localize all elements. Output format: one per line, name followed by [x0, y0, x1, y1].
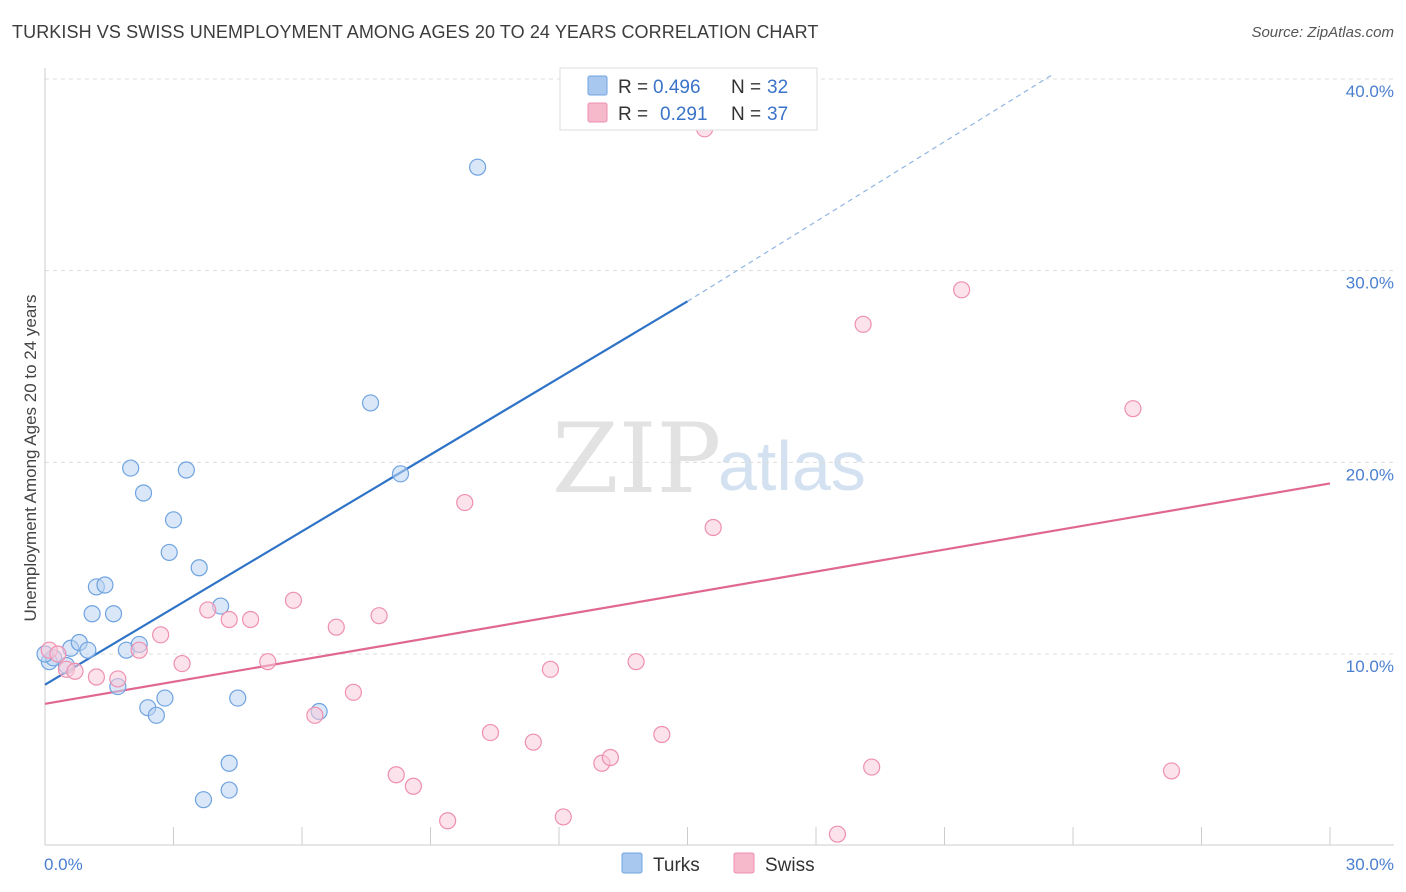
- legend-n-label-turks: N =: [731, 77, 761, 98]
- point-swiss-19: [404, 777, 422, 795]
- point-turks-20: [177, 461, 195, 479]
- point-turks-19: [164, 511, 183, 529]
- point-swiss-1: [49, 645, 67, 663]
- legend-r-label-turks: R =: [618, 77, 648, 98]
- legend-swatch-swiss: [587, 102, 608, 123]
- trend-lines: [44, 74, 1331, 705]
- point-swiss-11: [242, 610, 260, 629]
- point-swiss-22: [481, 723, 500, 742]
- point-turks-16: [147, 706, 165, 724]
- x-tick-label-max: 30.0%: [1346, 855, 1394, 874]
- point-swiss-37: [1124, 400, 1142, 418]
- point-swiss-31: [704, 518, 722, 537]
- point-turks-12: [122, 459, 140, 477]
- point-turks-5: [79, 641, 97, 659]
- point-swiss-20: [439, 812, 457, 830]
- point-turks-22: [194, 791, 213, 809]
- point-swiss-10: [220, 610, 238, 629]
- point-turks-17: [156, 689, 174, 707]
- point-turks-6: [83, 605, 101, 623]
- point-turks-25: [220, 781, 238, 799]
- y-tick-label-10: 10.0%: [1346, 657, 1394, 676]
- axes: [44, 68, 1394, 846]
- series-legend-swatch-turks: [621, 852, 643, 874]
- trend-line-turks: [44, 300, 689, 686]
- x-tick-label-min: 0.0%: [44, 855, 83, 874]
- point-swiss-6: [130, 641, 148, 659]
- point-swiss-35: [863, 758, 881, 776]
- point-swiss-7: [152, 626, 170, 644]
- point-swiss-16: [344, 683, 362, 701]
- point-turks-28: [361, 394, 380, 412]
- point-swiss-33: [828, 825, 847, 843]
- point-turks-29: [391, 465, 410, 483]
- point-swiss-13: [284, 591, 303, 609]
- y-tick-label-30: 30.0%: [1346, 274, 1394, 293]
- legend-n-label-swiss: N =: [731, 104, 761, 125]
- point-turks-21: [190, 559, 208, 577]
- point-swiss-5: [109, 670, 127, 688]
- point-swiss-28: [627, 653, 645, 671]
- y-tick-label-40: 40.0%: [1346, 82, 1394, 101]
- trend-line-swiss: [44, 482, 1331, 705]
- point-turks-18: [160, 543, 178, 562]
- series-legend-swatch-swiss: [733, 852, 755, 874]
- point-turks-14: [134, 484, 153, 502]
- point-swiss-29: [653, 725, 671, 744]
- watermark: ZIP atlas: [552, 403, 866, 515]
- legend-r-value-swiss: 0.291: [660, 104, 708, 125]
- grid: [45, 78, 1394, 655]
- chart-title: TURKISH VS SWISS UNEMPLOYMENT AMONG AGES…: [12, 22, 819, 42]
- series-legend-label-turks: Turks: [653, 855, 700, 876]
- watermark-atlas: atlas: [718, 427, 866, 505]
- x-tick-labels: 0.0% 30.0%: [44, 855, 1394, 874]
- legend-r-value-turks: 0.496: [653, 77, 701, 98]
- point-swiss-17: [370, 607, 388, 625]
- point-swiss-38: [1162, 762, 1181, 780]
- point-turks-26: [229, 689, 247, 707]
- data-points: [36, 72, 1181, 843]
- point-swiss-15: [327, 618, 345, 636]
- point-swiss-34: [854, 315, 872, 333]
- point-swiss-27: [601, 748, 620, 767]
- y-axis-label: Unemployment Among Ages 20 to 24 years: [21, 295, 40, 622]
- legend-r-label-swiss: R =: [618, 104, 648, 125]
- point-turks-30: [469, 158, 487, 176]
- point-swiss-24: [541, 660, 560, 678]
- y-tick-labels: 10.0% 20.0% 30.0% 40.0%: [1346, 82, 1394, 676]
- y-tick-label-20: 20.0%: [1346, 465, 1394, 484]
- source-label: Source: ZipAtlas.com: [1251, 24, 1394, 41]
- point-swiss-36: [953, 281, 971, 299]
- point-swiss-9: [199, 601, 217, 619]
- point-swiss-21: [456, 493, 474, 512]
- legend-swatch-turks: [587, 75, 608, 96]
- correlation-legend: R = 0.496 N = 32 R = 0.291 N = 37: [559, 67, 818, 131]
- point-swiss-23: [524, 733, 542, 751]
- legend-n-value-swiss: 37: [767, 104, 788, 125]
- point-swiss-8: [173, 654, 191, 673]
- legend-n-value-turks: 32: [767, 77, 788, 98]
- series-legend-label-swiss: Swiss: [765, 855, 815, 876]
- point-swiss-14: [306, 706, 324, 724]
- point-turks-8: [96, 576, 114, 594]
- point-swiss-3: [66, 662, 84, 680]
- point-swiss-12: [259, 653, 277, 671]
- point-turks-9: [104, 605, 123, 623]
- series-legend: Turks Swiss: [621, 852, 815, 876]
- watermark-zip: ZIP: [552, 403, 721, 515]
- point-swiss-4: [87, 668, 106, 686]
- point-turks-24: [220, 754, 238, 772]
- point-swiss-18: [387, 766, 405, 784]
- point-swiss-25: [554, 808, 572, 826]
